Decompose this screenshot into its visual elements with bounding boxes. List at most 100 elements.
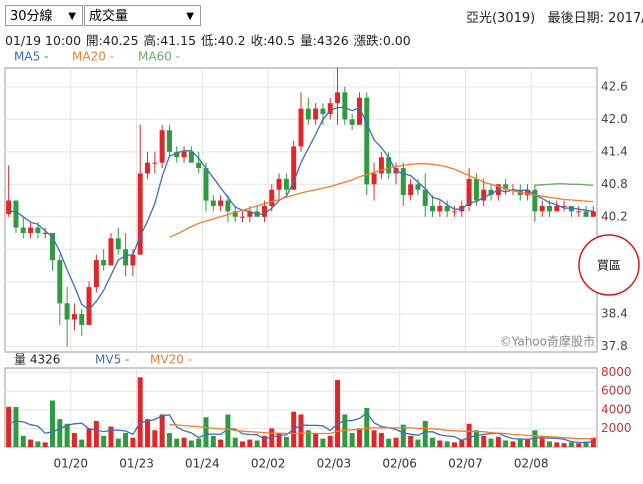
y-tick-label: 4000 xyxy=(601,402,632,416)
y-tick-label: 42.0 xyxy=(601,112,628,126)
candle-body xyxy=(42,232,48,234)
watermark: ©Yahoo奇摩股市 xyxy=(500,334,595,349)
volume-bar xyxy=(444,441,450,447)
volume-bar xyxy=(108,426,114,447)
volume-bar xyxy=(503,440,509,447)
volume-bar xyxy=(261,435,267,447)
candle-body xyxy=(50,232,56,261)
candle-body xyxy=(313,108,319,120)
volume-bar xyxy=(305,430,311,447)
volume-bar xyxy=(517,439,523,447)
volume-bar xyxy=(313,433,319,447)
volume-bar xyxy=(327,435,333,447)
volume-bar xyxy=(488,438,494,447)
candle-body xyxy=(349,119,355,125)
volume-bar xyxy=(561,443,567,447)
indicator-dropdown[interactable]: 成交量 ▼ xyxy=(84,5,201,26)
candle-body xyxy=(539,205,545,212)
volume-bar xyxy=(349,433,355,447)
candle-body xyxy=(430,205,436,212)
candle-body xyxy=(291,146,297,190)
y-tick-label: 40.8 xyxy=(601,177,628,191)
volume-bar xyxy=(495,436,501,447)
volume-bar xyxy=(240,441,246,447)
candle-body xyxy=(386,157,392,174)
candle-body xyxy=(123,249,129,266)
candle-body xyxy=(503,184,509,190)
info-line: 01/19 10:00 開:40.25 高:41.15 低:40.2 收:40.5 量:4… xyxy=(5,30,416,49)
candle-body xyxy=(108,238,114,266)
candle-body xyxy=(101,260,107,266)
stock-header: 亞光(3019) 最後日期: 2017/02/08 xyxy=(466,7,643,26)
candle-body xyxy=(364,97,370,185)
volume-bar xyxy=(225,414,231,447)
info-item: 低:40.2 xyxy=(201,33,246,48)
volume-bar xyxy=(320,438,326,447)
volume-label: 量 4326 xyxy=(14,353,60,367)
volume-bar xyxy=(364,407,370,447)
volume-bar xyxy=(356,428,362,447)
candle-body xyxy=(115,238,121,250)
candle-body xyxy=(20,227,26,233)
last-date: 最後日期: 2017/02/08 xyxy=(547,11,643,26)
info-item: 量:4326 xyxy=(300,33,349,48)
volume-bar xyxy=(86,428,92,447)
candle-body xyxy=(145,162,151,174)
ma-line xyxy=(169,424,594,440)
candle-body xyxy=(305,108,311,120)
candle-body xyxy=(481,189,487,201)
volume-bar xyxy=(188,440,194,447)
candle-body xyxy=(283,178,289,190)
volume-bar xyxy=(218,439,224,447)
panel-frame xyxy=(4,67,598,353)
x-tick-label: 01/24 xyxy=(185,457,220,471)
volume-bar xyxy=(437,440,443,447)
dropdown-text: 30分線 xyxy=(10,9,53,24)
volume-bar xyxy=(232,437,238,447)
ma-line xyxy=(534,183,594,187)
candle-body xyxy=(218,200,224,206)
candle-body xyxy=(473,178,479,201)
volume-bar xyxy=(57,419,63,447)
candle-body xyxy=(371,173,377,185)
volume-bar xyxy=(6,406,12,447)
candle-body xyxy=(451,211,457,213)
candle-body xyxy=(6,200,12,215)
volume-bar xyxy=(298,414,304,447)
volume-bar xyxy=(473,430,479,447)
y-tick-label: 37.8 xyxy=(601,339,628,353)
candle-body xyxy=(166,130,172,152)
volume-bar xyxy=(466,423,472,447)
candle-body xyxy=(488,189,494,196)
volume-bar xyxy=(123,433,129,447)
x-tick-label: 01/20 xyxy=(53,457,88,471)
ma-line xyxy=(8,106,594,311)
buy-button[interactable]: 買區 xyxy=(578,234,640,296)
interval-dropdown[interactable]: 30分線 ▼ xyxy=(5,5,83,26)
candle-body xyxy=(320,108,326,114)
volume-bar xyxy=(371,430,377,447)
x-tick-label: 02/03 xyxy=(317,457,352,471)
info-item: 開:40.25 xyxy=(86,33,139,48)
volume-bar xyxy=(64,423,70,447)
volume-bar xyxy=(13,407,19,447)
volume-bar xyxy=(525,438,531,447)
legend-item: MA20 - xyxy=(72,50,114,64)
dropdown-arrow: ▼ xyxy=(68,11,76,22)
volume-bar xyxy=(35,441,41,447)
volume-bar xyxy=(576,443,582,447)
legend-item: MV20 - xyxy=(150,353,192,367)
volume-bar xyxy=(276,433,282,447)
y-tick-label: 40.2 xyxy=(601,209,628,223)
candle-body xyxy=(71,314,77,320)
volume-bar xyxy=(50,400,56,447)
volume-bar xyxy=(196,438,202,447)
ma-line xyxy=(169,163,594,238)
volume-bar xyxy=(546,441,552,447)
volume-bar xyxy=(583,441,589,447)
volume-bar xyxy=(568,442,574,447)
volume-bar xyxy=(539,438,545,447)
y-tick-label: 41.4 xyxy=(601,144,628,158)
candle-body xyxy=(525,189,531,196)
